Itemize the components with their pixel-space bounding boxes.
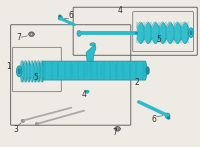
Ellipse shape <box>165 113 170 118</box>
Text: 3: 3 <box>13 125 18 134</box>
Text: 4: 4 <box>117 6 122 15</box>
Ellipse shape <box>115 127 120 131</box>
Ellipse shape <box>90 43 95 46</box>
Ellipse shape <box>30 33 33 35</box>
Text: 7: 7 <box>112 128 117 137</box>
Ellipse shape <box>57 64 59 78</box>
Ellipse shape <box>16 66 22 77</box>
Text: 7: 7 <box>16 33 21 42</box>
Ellipse shape <box>18 69 20 74</box>
Polygon shape <box>86 45 96 61</box>
Ellipse shape <box>39 67 42 75</box>
Ellipse shape <box>77 31 81 36</box>
Text: 1: 1 <box>6 62 11 71</box>
Ellipse shape <box>115 64 117 78</box>
Polygon shape <box>40 61 148 80</box>
Ellipse shape <box>58 15 61 17</box>
Ellipse shape <box>86 64 88 78</box>
Ellipse shape <box>43 64 44 78</box>
Ellipse shape <box>146 67 149 75</box>
Ellipse shape <box>85 90 89 93</box>
Text: 6: 6 <box>69 11 74 20</box>
Ellipse shape <box>21 119 25 122</box>
Ellipse shape <box>100 64 102 78</box>
Ellipse shape <box>116 128 119 130</box>
Text: 6: 6 <box>151 115 156 124</box>
Ellipse shape <box>35 123 39 126</box>
Ellipse shape <box>167 116 170 119</box>
Ellipse shape <box>188 28 193 38</box>
Text: 2: 2 <box>134 78 139 87</box>
Text: 4: 4 <box>82 90 87 99</box>
Ellipse shape <box>72 64 73 78</box>
Text: 5: 5 <box>33 73 38 82</box>
Ellipse shape <box>190 31 192 35</box>
Ellipse shape <box>129 64 131 78</box>
Ellipse shape <box>58 16 62 20</box>
Ellipse shape <box>29 32 34 36</box>
Ellipse shape <box>144 64 145 78</box>
Text: 5: 5 <box>156 35 161 44</box>
